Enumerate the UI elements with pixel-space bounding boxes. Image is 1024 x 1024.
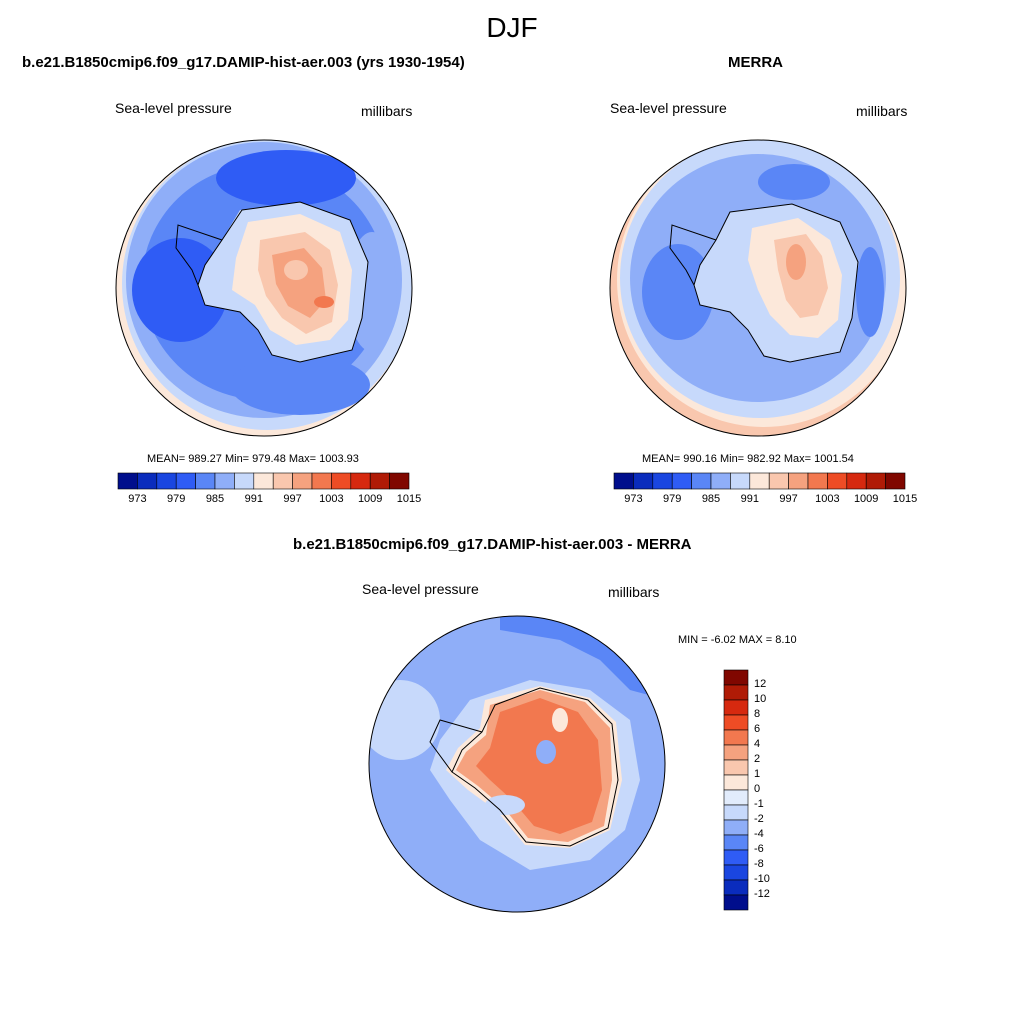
diff-colorbar-tick-label: 2 <box>754 753 761 765</box>
model-colorbar-swatch <box>117 472 138 490</box>
diff-colorbar-tick-label: -2 <box>754 813 764 825</box>
model-colorbar-swatch <box>369 472 390 490</box>
diff-colorbar-tick-label: -8 <box>754 858 764 870</box>
obs-colorbar-tick-label: 985 <box>701 493 721 505</box>
obs-colorbar-swatch <box>768 472 789 490</box>
obs-colorbar-tick-label: 997 <box>779 493 798 505</box>
diff-colorbar-swatch <box>723 894 749 911</box>
model-colorbar-swatch <box>389 472 410 490</box>
diff-colorbar-swatch <box>723 849 749 866</box>
obs-colorbar-swatch <box>807 472 828 490</box>
obs-colorbar-swatch <box>710 472 731 490</box>
model-colorbar-swatch <box>331 472 352 490</box>
diff-colorbar-swatch <box>723 729 749 746</box>
model-colorbar-swatch <box>195 472 216 490</box>
model-colorbar-tick-label: 973 <box>128 493 147 505</box>
model-colorbar-tick-label: 1003 <box>319 493 344 505</box>
obs-colorbar-swatch <box>691 472 712 490</box>
obs-colorbar-swatch <box>865 472 886 490</box>
diff-colorbar-swatch <box>723 714 749 731</box>
model-colorbar-tick-label: 1009 <box>357 493 383 505</box>
model-colorbar-tick-label: 1015 <box>396 493 422 505</box>
diff-colorbar-tick-label: 6 <box>754 723 761 735</box>
diff-colorbar-swatch <box>723 819 749 836</box>
diff-colorbar-swatch <box>723 669 749 686</box>
obs-colorbar-tick-label: 973 <box>624 493 643 505</box>
obs-colorbar-swatch <box>749 472 770 490</box>
diff-colorbar-tick-label: 8 <box>754 708 761 720</box>
diff-variable-label: Sea-level pressure <box>362 581 479 597</box>
diff-colorbar-swatch <box>723 699 749 716</box>
model-panel-title: b.e21.B1850cmip6.f09_g17.DAMIP-hist-aer.… <box>22 54 465 71</box>
diff-colorbar-tick-label: -10 <box>754 873 770 885</box>
obs-colorbar-swatch <box>846 472 867 490</box>
model-units-label: millibars <box>361 103 413 119</box>
diff-colorbar-swatch <box>723 834 749 851</box>
diff-colorbar-tick-label: 0 <box>754 783 761 795</box>
obs-panel-title: MERRA <box>728 54 783 71</box>
obs-colorbar-swatch <box>671 472 692 490</box>
model-colorbar-swatch <box>350 472 371 490</box>
diff-colorbar-tick-label: 1 <box>754 768 761 780</box>
model-colorbar <box>117 472 410 490</box>
diff-colorbar-swatch <box>723 744 749 761</box>
obs-units-label: millibars <box>856 103 908 119</box>
obs-colorbar-tick-label: 1009 <box>853 493 879 505</box>
model-colorbar-tick-label: 997 <box>283 493 302 505</box>
diff-colorbar-swatch <box>723 774 749 791</box>
obs-colorbar-swatch <box>613 472 634 490</box>
obs-colorbar-swatch <box>730 472 751 490</box>
model-slp-map <box>116 140 412 436</box>
obs-colorbar-tick-label: 1003 <box>815 493 840 505</box>
obs-colorbar-swatch <box>652 472 673 490</box>
diff-colorbar-tick-label: -6 <box>754 843 764 855</box>
obs-colorbar-swatch <box>633 472 654 490</box>
model-stats: MEAN= 989.27 Min= 979.48 Max= 1003.93 <box>147 453 359 465</box>
obs-colorbar-tick-label: 979 <box>663 493 682 505</box>
obs-colorbar-tick-label: 991 <box>740 493 759 505</box>
diff-slp-map <box>369 616 665 912</box>
obs-stats: MEAN= 990.16 Min= 982.92 Max= 1001.54 <box>642 453 854 465</box>
diff-colorbar <box>723 669 749 911</box>
diff-colorbar-tick-label: 10 <box>754 693 767 705</box>
model-colorbar-swatch <box>137 472 158 490</box>
model-colorbar-swatch <box>234 472 255 490</box>
obs-colorbar-tick-label: 1015 <box>892 493 918 505</box>
diff-colorbar-swatch <box>723 759 749 776</box>
obs-colorbar-swatch <box>788 472 809 490</box>
diff-colorbar-swatch <box>723 789 749 806</box>
obs-colorbar <box>613 472 906 490</box>
model-colorbar-tick-label: 991 <box>244 493 263 505</box>
model-colorbar-swatch <box>272 472 293 490</box>
model-variable-label: Sea-level pressure <box>115 100 232 116</box>
diff-colorbar-tick-label: -1 <box>754 798 764 810</box>
diff-colorbar-tick-label: -12 <box>754 888 770 900</box>
diff-colorbar-tick-label: 4 <box>754 738 761 750</box>
model-colorbar-swatch <box>156 472 177 490</box>
model-colorbar-swatch <box>214 472 235 490</box>
diff-colorbar-swatch <box>723 684 749 701</box>
model-colorbar-swatch <box>292 472 313 490</box>
model-colorbar-swatch <box>311 472 332 490</box>
model-colorbar-swatch <box>175 472 196 490</box>
obs-colorbar-swatch <box>885 472 906 490</box>
diff-colorbar-tick-label: 12 <box>754 678 767 690</box>
diff-units-label: millibars <box>608 584 660 600</box>
diff-colorbar-tick-label: -4 <box>754 828 764 840</box>
obs-variable-label: Sea-level pressure <box>610 100 727 116</box>
obs-slp-map <box>610 140 906 436</box>
diff-colorbar-swatch <box>723 864 749 881</box>
diff-panel-title: b.e21.B1850cmip6.f09_g17.DAMIP-hist-aer.… <box>293 536 692 553</box>
model-colorbar-tick-label: 985 <box>205 493 225 505</box>
obs-colorbar-swatch <box>827 472 848 490</box>
diff-colorbar-swatch <box>723 804 749 821</box>
model-colorbar-swatch <box>253 472 274 490</box>
figure-title: DJF <box>486 12 538 43</box>
model-colorbar-tick-label: 979 <box>167 493 186 505</box>
diff-stats: MIN = -6.02 MAX = 8.10 <box>678 634 797 646</box>
diff-colorbar-swatch <box>723 879 749 896</box>
